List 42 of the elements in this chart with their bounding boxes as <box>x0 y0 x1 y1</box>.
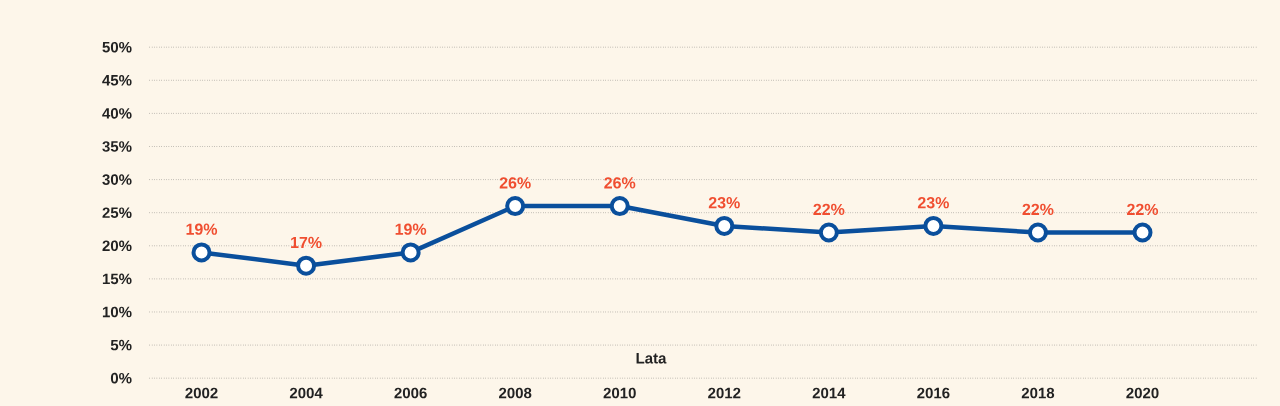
x-axis-title: Lata <box>636 353 667 364</box>
point <box>505 196 526 217</box>
x-tick-label: 2014 <box>812 387 846 399</box>
y-tick-label: 40% <box>102 108 132 119</box>
y-tick-label: 0% <box>110 372 132 384</box>
point <box>1132 222 1153 243</box>
point <box>400 242 421 263</box>
x-tick-label: 2016 <box>917 387 950 399</box>
y-tick-label: 20% <box>102 240 132 252</box>
x-tick-label: 2010 <box>603 387 636 399</box>
x-tick-label: 2004 <box>289 387 323 399</box>
text: 23% <box>708 197 740 209</box>
text: 19% <box>186 223 218 235</box>
x-tick-label: 2008 <box>499 387 532 399</box>
text: 26% <box>604 177 636 189</box>
text: 17% <box>291 236 322 249</box>
x-tick-label: 2020 <box>1126 387 1159 399</box>
text: 26% <box>499 177 531 189</box>
point <box>1027 222 1048 243</box>
y-tick-label: 25% <box>102 207 132 218</box>
point <box>191 242 212 263</box>
x-tick-label: 2002 <box>185 387 218 399</box>
x-tick-label: 2012 <box>708 387 741 399</box>
y-tick-label: 30% <box>102 174 132 185</box>
y-tick-label: 50% <box>102 41 132 53</box>
text: 22% <box>1127 203 1159 216</box>
text: 22% <box>1022 203 1054 216</box>
point <box>714 215 735 236</box>
y-tick-label: 15% <box>102 273 132 285</box>
y-tick-label: 10% <box>102 306 132 318</box>
y-tick-label: 5% <box>110 339 132 351</box>
y-tick-label: 45% <box>102 75 132 86</box>
point <box>296 255 317 276</box>
text: 23% <box>917 197 949 209</box>
text: 19% <box>395 223 427 235</box>
point <box>609 196 630 217</box>
x-tick-label: 2018 <box>1021 387 1055 399</box>
x-tick-label: 2006 <box>394 387 427 399</box>
point <box>923 215 944 236</box>
y-tick-label: 35% <box>102 141 132 152</box>
point <box>818 222 839 243</box>
text: 22% <box>813 203 845 216</box>
